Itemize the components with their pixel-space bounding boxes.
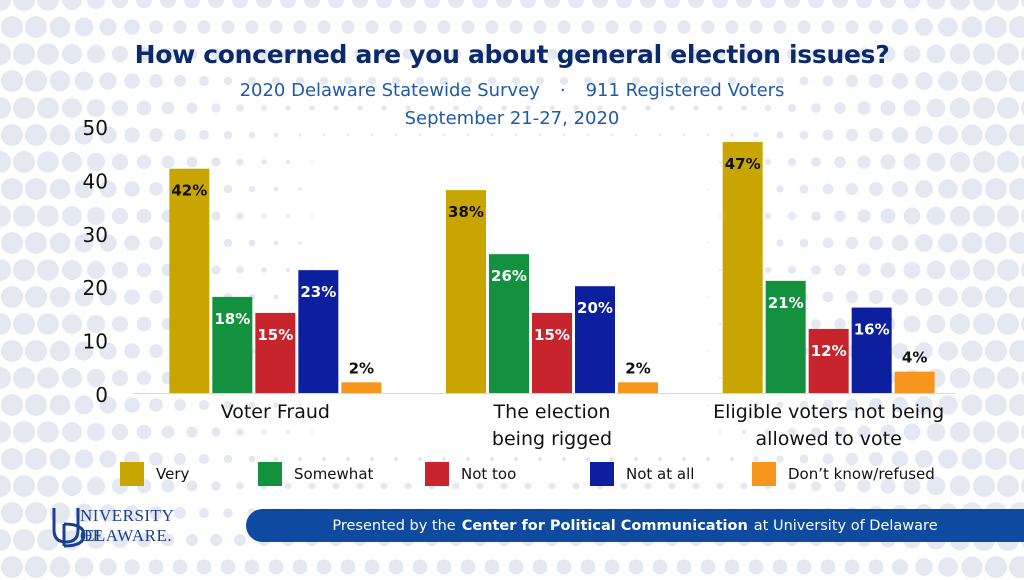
bar-value-label: 4% xyxy=(902,349,927,367)
bar-value-label: 18% xyxy=(214,310,250,328)
legend-swatch xyxy=(258,462,282,486)
bar-value-label: 42% xyxy=(171,182,207,200)
logo-line-1: NIVERSITY OF xyxy=(80,506,174,545)
footer-suffix: at University of Delaware xyxy=(753,517,938,534)
category-label: Eligible voters not being xyxy=(713,401,944,423)
bar-value-label: 26% xyxy=(491,267,527,285)
y-tick-label: 10 xyxy=(83,330,108,354)
bar xyxy=(212,296,253,393)
legend-label: Very xyxy=(156,465,190,483)
category-label: The election xyxy=(493,401,611,423)
legend-label: Not too xyxy=(461,465,517,483)
legend-item: Somewhat xyxy=(258,462,373,486)
legend-label: Somewhat xyxy=(294,465,374,483)
chart-subtitle: 2020 Delaware Statewide Survey · 911 Regis… xyxy=(0,80,1024,101)
y-tick-label: 50 xyxy=(83,116,108,140)
logo-monogram xyxy=(50,504,94,556)
subtitle-separator: · xyxy=(559,80,566,101)
survey-name: 2020 Delaware Statewide Survey xyxy=(239,80,540,101)
legend-label: Not at all xyxy=(626,465,695,483)
bar-value-label: 21% xyxy=(768,294,804,312)
chart-legend: Very Somewhat Not too Not at all Don’t know/… xyxy=(0,462,1024,492)
bar-value-label: 15% xyxy=(534,326,570,344)
logo-line-2: ELAWARE. xyxy=(84,526,173,545)
university-logo: NIVERSITY OF ELAWARE. xyxy=(50,504,180,548)
bar xyxy=(446,190,486,393)
legend-item: Very xyxy=(120,462,189,486)
bar-value-label: 38% xyxy=(448,203,484,221)
bar-value-label: 23% xyxy=(300,283,336,301)
legend-swatch xyxy=(752,462,776,486)
legend-item: Don’t know/refused xyxy=(752,462,935,486)
legend-swatch xyxy=(120,462,144,486)
legend-swatch xyxy=(425,462,449,486)
bar-value-label: 16% xyxy=(854,321,890,339)
y-tick-label: 40 xyxy=(83,169,108,193)
bar xyxy=(575,286,615,393)
footer-banner: Presented by the Center for Political Co… xyxy=(246,509,1024,542)
legend-item: Not at all xyxy=(590,462,694,486)
legend-label: Don’t know/refused xyxy=(788,465,935,483)
bar xyxy=(894,371,935,393)
bar xyxy=(851,307,892,393)
footer-center-name: Center for Political Communication xyxy=(461,517,748,534)
legend-swatch xyxy=(590,462,614,486)
bar-value-label: 12% xyxy=(811,342,847,360)
bar xyxy=(722,142,763,393)
y-tick-label: 20 xyxy=(83,276,108,300)
survey-dates: September 21-27, 2020 xyxy=(404,108,620,129)
bar-value-label: 20% xyxy=(577,299,613,317)
footer-prefix: Presented by the xyxy=(332,517,456,534)
bar-value-label: 2% xyxy=(625,359,650,377)
bar xyxy=(489,254,529,393)
category-label: being rigged xyxy=(492,428,612,450)
y-tick-label: 0 xyxy=(95,383,108,407)
bar-value-label: 15% xyxy=(257,326,293,344)
bar xyxy=(255,312,296,393)
bar xyxy=(808,328,849,393)
ud-monogram-icon xyxy=(52,508,86,548)
bar xyxy=(169,168,210,393)
legend-item: Not too xyxy=(425,462,516,486)
bar xyxy=(532,312,572,393)
bar-value-label: 47% xyxy=(725,155,761,173)
sample-size: 911 Registered Voters xyxy=(585,80,785,101)
category-label: Voter Fraud xyxy=(221,401,330,423)
category-label: allowed to vote xyxy=(756,428,902,450)
bar xyxy=(765,280,806,393)
bar xyxy=(298,270,339,393)
chart-title: How concerned are you about general elec… xyxy=(134,40,890,69)
bar xyxy=(341,382,382,393)
y-tick-label: 30 xyxy=(83,223,108,247)
bar xyxy=(618,382,658,393)
bar-value-label: 2% xyxy=(349,359,374,377)
